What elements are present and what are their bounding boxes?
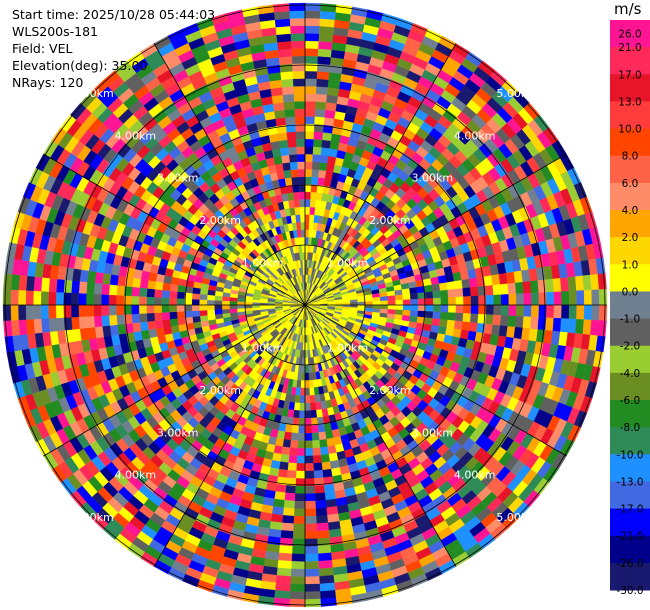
range-ring-label: 2.00km (199, 214, 241, 227)
azimuth-line (153, 304, 306, 567)
colorbar-segment (610, 562, 650, 591)
colorbar-tick-label: -21.0 (616, 531, 643, 543)
range-ring-label: 5.00km (72, 87, 114, 100)
elevation-label: Elevation(deg): 35.00 (12, 58, 148, 73)
colorbar-segment (610, 291, 650, 320)
colorbar-segment (610, 128, 650, 157)
colorbar-segment (610, 20, 650, 48)
colorbar-tick-label: 21.0 (618, 42, 641, 54)
ppi-plot: 1.00km 1.00km 1.00km 1.00km 2.00km 2.00km 2.00… (2, 2, 608, 608)
azimuth-line (304, 304, 567, 457)
azimuth-line (43, 153, 306, 306)
range-ring-label: 1.00km (327, 341, 369, 354)
colorbar-tick-label: 4.0 (622, 205, 639, 217)
colorbar-tick-label: 17.0 (618, 69, 641, 81)
colorbar-tick-label: -17.0 (616, 504, 643, 516)
colorbar-tick-label: -26.0 (616, 558, 643, 570)
azimuth-line (43, 304, 306, 457)
colorbar: 26.021.0 17.0 13.0 10.0 8.0 6.0 4.0 2.0 1.0 0.0 -1… (610, 20, 650, 597)
range-ring-label: 4.00km (115, 129, 157, 142)
colorbar-tick-label: 10.0 (618, 124, 641, 136)
azimuth-line (153, 43, 306, 306)
range-ring-labels: 1.00km 1.00km 1.00km 1.00km 2.00km 2.00km 2.00… (72, 87, 538, 524)
colorbar-unit: m/s (614, 0, 642, 18)
colorbar-segment (610, 155, 650, 184)
colorbar-tick-label: 26.0 (618, 29, 641, 41)
azimuth-line (304, 304, 457, 567)
colorbar-segment (610, 101, 650, 130)
start-time-label: Start time: 2025/10/28 05:44:03 (12, 7, 216, 22)
azimuth-line (304, 43, 457, 306)
colorbar-segment (610, 318, 650, 347)
colorbar-tick-label: -2.0 (620, 341, 641, 353)
colorbar-segment (610, 182, 650, 211)
colorbar-segment (610, 372, 650, 401)
range-ring-label: 5.00km (496, 87, 538, 100)
range-ring-label: 3.00km (411, 426, 453, 439)
colorbar-tick-label: -13.0 (616, 476, 643, 488)
range-ring-label: 4.00km (115, 469, 157, 482)
colorbar-tick-label: 6.0 (622, 178, 639, 190)
range-ring-label: 1.00km (242, 341, 284, 354)
colorbar-segment (610, 427, 650, 455)
colorbar-segment (610, 210, 650, 238)
colorbar-segment (610, 47, 650, 75)
header-info: Start time: 2025/10/28 05:44:03 WLS200s-… (12, 6, 215, 91)
range-ring-label: 5.00km (72, 511, 114, 524)
range-ring-label: 2.00km (369, 384, 411, 397)
colorbar-tick-label: -4.0 (620, 368, 641, 380)
colorbar-tick-label: -10.0 (616, 449, 643, 461)
colorbar-tick-label: 0.0 (622, 286, 639, 298)
colorbar-tick-label: -8.0 (620, 422, 641, 434)
colorbar-segment (610, 535, 650, 564)
range-ring-label: 1.00km (242, 257, 284, 270)
colorbar-tick-label: 8.0 (622, 151, 639, 163)
colorbar-tick-label: -1.0 (620, 314, 641, 326)
azimuth-lines (3, 3, 607, 607)
colorbar-segment (610, 237, 650, 265)
colorbar-segment (610, 454, 650, 482)
nrays-label: NRays: 120 (12, 75, 84, 90)
field-label: Field: VEL (12, 41, 73, 56)
colorbar-segment (610, 345, 650, 374)
range-ring-label: 4.00km (454, 129, 496, 142)
range-ring-label: 1.00km (327, 257, 369, 270)
colorbar-tick-label: 1.0 (622, 259, 639, 271)
range-ring-label: 3.00km (157, 426, 199, 439)
range-ring-label: 4.00km (454, 469, 496, 482)
velocity-gates (2, 2, 608, 608)
colorbar-segment (610, 400, 650, 428)
colorbar-segment (610, 508, 650, 537)
azimuth-line (304, 153, 567, 306)
range-ring-label: 2.00km (199, 384, 241, 397)
colorbar-tick-label: -6.0 (620, 395, 641, 407)
range-ring-label: 3.00km (411, 172, 453, 185)
instrument-label: WLS200s-181 (12, 24, 98, 39)
range-ring-label: 3.00km (157, 172, 199, 185)
colorbar-segment (610, 264, 650, 292)
colorbar-segment (610, 481, 650, 510)
range-ring-label: 2.00km (369, 214, 411, 227)
range-ring-label: 5.00km (496, 511, 538, 524)
colorbar-tick-label: -30.0 (616, 585, 643, 597)
colorbar-tick-label: 13.0 (618, 96, 641, 108)
colorbar-segment (610, 74, 650, 102)
colorbar-tick-label: 2.0 (622, 232, 639, 244)
